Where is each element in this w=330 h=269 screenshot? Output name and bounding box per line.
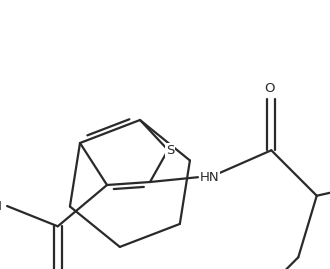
Text: S: S [166,143,174,157]
Text: O: O [264,82,275,95]
Text: H₂N: H₂N [0,200,3,213]
Text: HN: HN [200,171,219,184]
